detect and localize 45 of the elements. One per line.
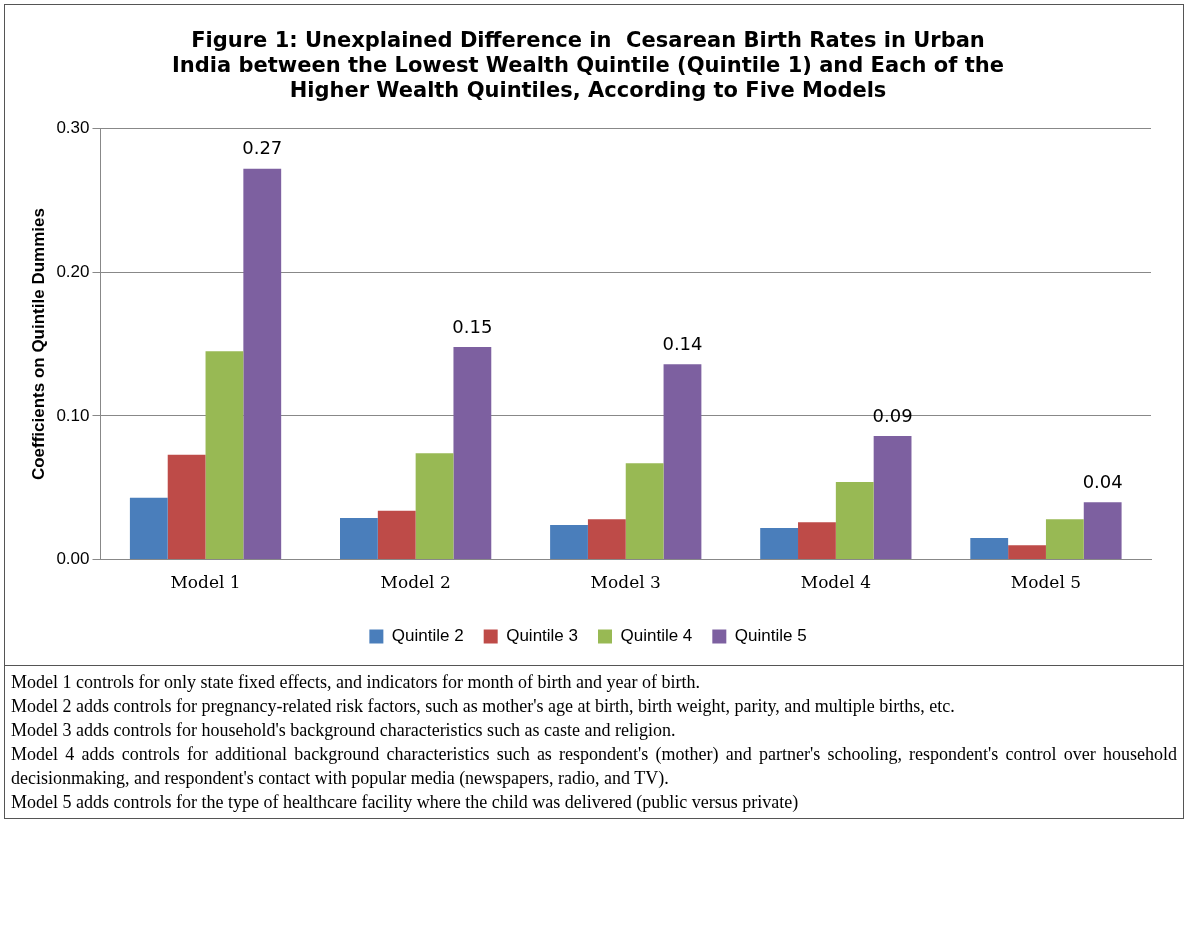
chart-title: Figure 1: Unexplained Difference in Cesarean Birth Rates in Urban India between the Lowest Wealth Quintile (Quintile 1) and Each of the Higher Wealth Quintiles, According to Five Models	[172, 28, 1004, 103]
y-tick-label: 0.00	[56, 549, 90, 569]
x-tick-label: Model 2	[380, 572, 451, 593]
y-tick-label: 0.30	[56, 118, 90, 138]
legend-label: Quintile 2	[391, 626, 464, 646]
text: Model 1 controls for only state fixed effects, and indicators for month of birth and year of birth.	[11, 671, 701, 694]
data-label: 0.14	[662, 332, 703, 354]
bar	[550, 525, 588, 560]
legend-label: Quintile 3	[506, 626, 579, 646]
x-tick-label: Model 3	[590, 572, 661, 593]
text: Model 3 adds controls for household's background characteristics such as caste and religion.	[11, 719, 677, 742]
data-label: 0.04	[1082, 470, 1123, 492]
bar	[1008, 545, 1046, 560]
x-tick-label: Model 1	[170, 572, 241, 593]
bar	[663, 364, 702, 560]
data-label: 0.27	[242, 137, 283, 159]
bar	[129, 497, 168, 560]
bar	[835, 482, 874, 560]
data-label: 0.09	[872, 404, 913, 426]
text: Model 2 adds controls for pregnancy-related risk factors, such as mother's age at birth, birth weight, parity, and multiple births, etc.	[11, 695, 956, 718]
y-tick-label: 0.10	[56, 405, 90, 425]
y-tick-label: 0.20	[56, 261, 90, 281]
bar	[205, 351, 244, 560]
bar	[377, 510, 416, 560]
bar	[167, 454, 206, 560]
bar	[760, 527, 799, 560]
data-label: 0.15	[452, 315, 493, 337]
text: Model 5 adds controls for the type of healthcare facility where the child was delivered (public versus private)	[11, 791, 800, 814]
bar	[970, 538, 1009, 560]
y-axis-title: Coefficients on Quintile Dummies	[28, 208, 48, 481]
x-tick-label: Model 5	[1010, 572, 1082, 593]
bar	[415, 453, 454, 560]
text: Model 4 adds controls for additional background characteristics such as respondent's (mother) and partner's schooling, respondent's control over household decisionmaking, and respondent's contact with popular media (newspapers, radio, and TV).	[11, 743, 1177, 790]
bar	[625, 463, 664, 560]
bar	[340, 517, 378, 560]
bar	[798, 522, 836, 560]
legend-label: Quintile 5	[734, 626, 807, 646]
bar	[1083, 502, 1122, 560]
legend-label: Quintile 4	[620, 626, 693, 646]
x-tick-label: Model 4	[800, 572, 871, 593]
bar	[587, 519, 626, 560]
bar	[873, 436, 912, 560]
bar	[1045, 519, 1084, 560]
bar	[243, 168, 282, 560]
bar	[453, 346, 492, 560]
